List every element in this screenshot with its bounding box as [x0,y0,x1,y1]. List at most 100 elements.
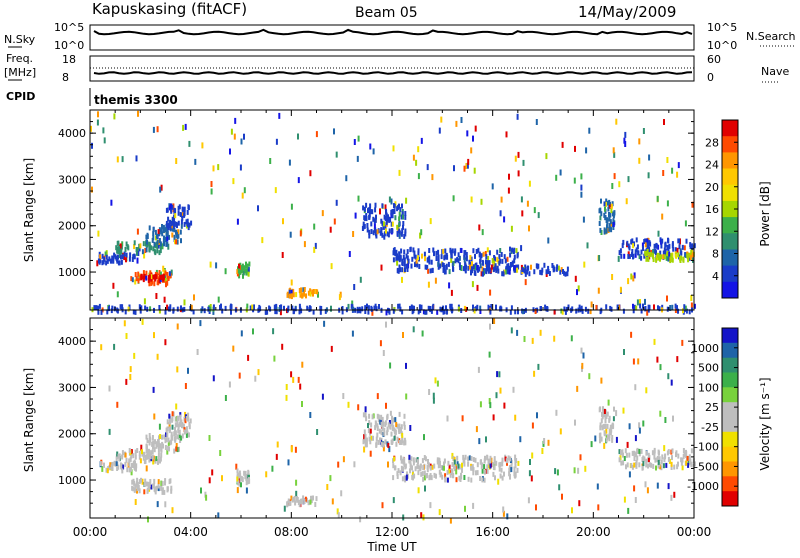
echo-cell [366,303,368,309]
scatter-cell [229,148,231,155]
echo-cell [690,448,693,454]
scatter-cell [623,137,626,144]
echo-cell [374,303,377,309]
echo-cell [240,268,243,274]
echo-cell [168,271,171,277]
echo-cell [103,256,106,262]
echo-cell [371,414,374,420]
scatter-cell [533,370,536,377]
scatter-cell [519,436,522,443]
echo-cell [387,422,390,428]
echo-cell [171,204,174,210]
scatter-cell [667,483,670,490]
echo-cell [381,416,384,422]
echo-cell [130,462,133,468]
echo-cell [173,431,176,437]
scatter-cell [170,269,173,276]
scatter-cell [446,415,449,422]
echo-cell [175,446,178,452]
echo-cell [456,257,459,262]
echo-cell [446,469,449,475]
echo-cell [664,242,667,248]
echo-cell [639,303,642,309]
echo-cell [423,475,426,481]
echo-cell [601,411,603,417]
scatter-cell [90,125,92,132]
echo-cell [620,449,622,455]
scatter-cell [636,299,639,306]
echo-cell [451,462,454,468]
echo-cell [138,243,141,249]
scatter-cell [491,183,494,190]
echo-cell [302,495,305,501]
echo-cell [372,216,375,222]
scatter-cell [364,406,367,413]
echo-cell [398,230,401,236]
echo-cell [581,308,584,314]
echo-cell [595,304,598,310]
echo-cell [608,436,611,442]
echo-cell [404,477,407,483]
scatter-cell [240,138,243,145]
scatter-cell [561,493,563,500]
echo-cell [405,263,408,269]
scatter-cell [412,326,415,333]
echo-cell [689,254,692,260]
echo-cell [647,457,650,463]
scatter-cell [645,387,648,394]
echo-cell [131,485,134,491]
echo-cell [130,449,133,455]
echo-cell [483,469,486,475]
echo-cell [175,232,178,238]
echo-cell [291,305,294,311]
scatter-cell [275,138,278,145]
echo-cell [380,441,383,447]
echo-cell [482,260,485,266]
echo-cell [138,488,141,494]
echo-cell [604,206,606,212]
scatter-cell [199,320,202,327]
echo-cell [616,304,619,310]
echo-cell [138,450,141,456]
freq-tick-low: 8 [62,71,69,84]
scatter-cell [164,339,167,346]
echo-cell [133,487,136,493]
echo-cell [375,231,377,237]
echo-cell [622,239,625,245]
echo-cell [609,424,612,430]
echo-cell [505,458,508,464]
echo-cell [171,417,174,423]
echo-cell [176,417,179,422]
echo-cell [203,308,206,314]
echo-cell [688,252,691,258]
scatter-cell [590,301,593,308]
echo-cell [369,439,372,445]
echo-cell [646,248,649,254]
echo-cell [439,263,442,269]
scatter-cell [590,441,593,448]
echo-cell [101,260,104,266]
echo-cell [566,271,569,277]
echo-cell [500,252,503,257]
echo-cell [241,265,244,271]
echo-cell [166,432,169,438]
scatter-cell [478,438,481,445]
echo-cell [145,448,148,454]
scatter-cell [663,119,665,125]
echo-cell [646,242,649,248]
echo-cell [97,258,100,264]
echo-cell [352,306,355,312]
scatter-cell [586,242,589,249]
echo-cell [671,304,674,310]
colorbar-segment [722,200,738,218]
echo-cell [399,267,402,273]
echo-cell [402,254,405,260]
echo-cell [144,305,147,311]
scatter-cell [101,465,104,472]
echo-cell [180,219,183,225]
scatter-cell [212,165,215,172]
scatter-cell [663,445,666,452]
echo-cell [367,423,369,428]
echo-cell [457,306,460,312]
echo-cell [159,241,162,247]
